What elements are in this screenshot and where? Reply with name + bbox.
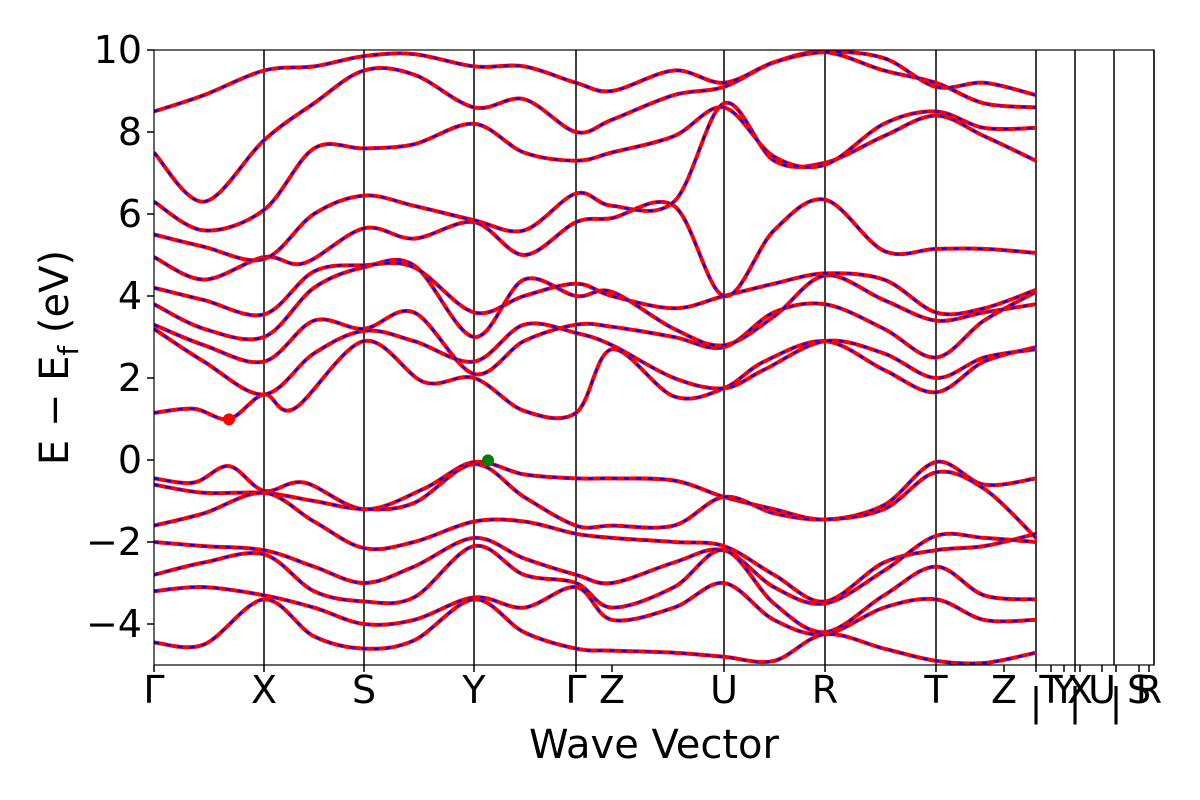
- band-line-spin-up: [154, 257, 1037, 348]
- y-axis-label-unit: (eV): [32, 250, 78, 346]
- x-tick-label: R: [1136, 668, 1162, 712]
- vbm-marker: [482, 454, 494, 467]
- y-axis-label-subscript: f: [52, 345, 85, 356]
- band-line-spin-down: [154, 106, 1037, 232]
- band-series: [154, 50, 1038, 665]
- band-line-spin-up: [154, 321, 1037, 397]
- y-tick-label: 0: [118, 438, 142, 482]
- band-line-spin-down: [154, 258, 1037, 347]
- band-line-spin-down: [154, 290, 1037, 376]
- band-line-spin-up: [154, 459, 1037, 522]
- x-tick-label: R: [812, 668, 838, 712]
- x-tick-label: Z: [991, 668, 1017, 712]
- extremum-markers: [223, 413, 494, 467]
- x-tick-label: Γ: [143, 668, 164, 712]
- x-axis-label: Wave Vector: [529, 722, 780, 768]
- y-axis-ticks: −4 −2 0 2 4 6 8 10: [86, 28, 154, 646]
- band-line-spin-down: [154, 101, 1037, 262]
- band-line-spin-up: [154, 261, 1037, 318]
- band-line-spin-down: [154, 198, 1037, 298]
- cbm-marker: [223, 413, 235, 426]
- band-line-spin-up: [154, 531, 1037, 606]
- x-axis-ticks: Γ X S Y Γ Z U R T Z |TY|XU| SR: [143, 665, 1162, 725]
- band-line-spin-up: [154, 490, 1037, 604]
- x-tick-label: T: [1038, 668, 1063, 712]
- x-tick-label: |: [1069, 680, 1082, 725]
- y-tick-label: 2: [118, 356, 142, 400]
- x-tick-label: |: [1030, 680, 1043, 725]
- x-tick-label: Z: [599, 668, 625, 712]
- y-tick-label: 4: [118, 274, 142, 318]
- y-axis-label-main: E − E: [32, 356, 78, 466]
- x-tick-label: X: [1067, 668, 1093, 712]
- band-line-spin-up: [154, 197, 1037, 299]
- y-tick-label: −2: [86, 520, 142, 564]
- x-tick-label: |: [1110, 680, 1123, 725]
- plot-frame: [153, 49, 1155, 666]
- x-tick-label: S: [352, 668, 376, 712]
- x-tick-label: S: [1127, 668, 1151, 712]
- band-line-spin-down: [154, 491, 1037, 603]
- band-line-spin-up: [154, 50, 1037, 114]
- band-line-spin-down: [154, 50, 1037, 203]
- y-axis-label: E − Ef (eV): [32, 250, 85, 465]
- x-tick-label: T: [923, 668, 948, 712]
- x-tick-label: U: [710, 668, 738, 712]
- y-tick-label: 10: [94, 28, 142, 72]
- band-line-spin-down: [154, 50, 1037, 113]
- x-tick-label: U: [1088, 668, 1116, 712]
- band-line-spin-down: [154, 598, 1037, 665]
- y-tick-label: −4: [86, 602, 142, 646]
- x-tick-label: Y: [461, 668, 486, 712]
- y-tick-label: 6: [118, 192, 142, 236]
- y-tick-label: 8: [118, 110, 142, 154]
- band-line-spin-down: [154, 322, 1037, 396]
- x-tick-label: X: [251, 668, 277, 712]
- band-line-spin-down: [154, 581, 1037, 636]
- x-tick-label: Y: [1051, 668, 1076, 712]
- band-line-spin-down: [154, 544, 1037, 634]
- x-tick-label: Γ: [565, 668, 586, 712]
- band-line-spin-up: [154, 462, 1038, 540]
